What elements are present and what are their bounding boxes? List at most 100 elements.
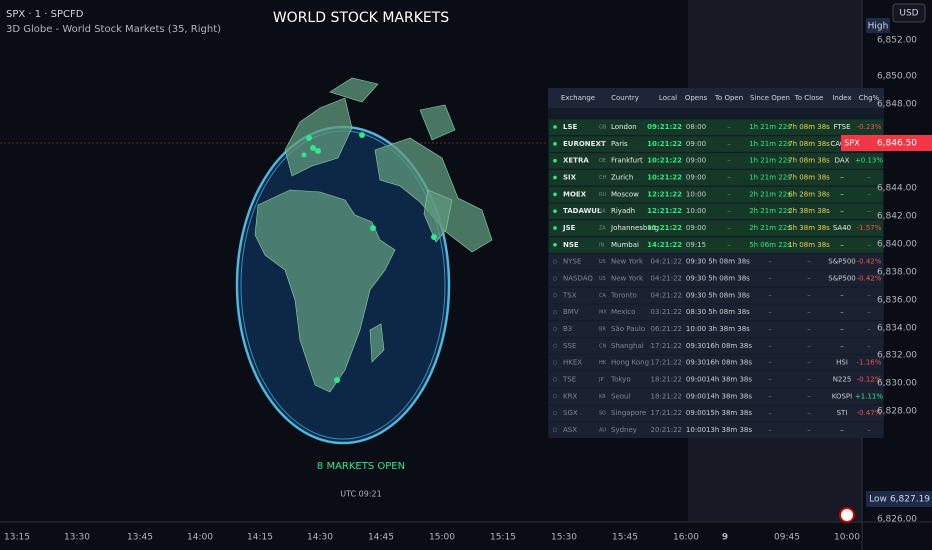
table-cell: 09:00 [686,409,706,417]
table-header: To Close [794,94,824,102]
table-header: Since Open [750,94,790,102]
table-cell: – [807,308,811,316]
table-cell: LSE [563,123,578,131]
price-tick-label: 6,836.00 [877,296,917,306]
table-cell: 17:21:22 [651,409,682,417]
table-cell: 09:00 [686,157,706,165]
table-cell: – [867,207,871,215]
table-cell: 5h 08m 38s [708,274,750,282]
utc-clock: UTC 09:21 [340,490,381,499]
table-cell: TSX [562,291,577,299]
time-scale: 13:15 13:30 13:45 14:00 14:15 14:30 14:45 15:00… [4,533,860,543]
closed-dot [552,410,558,416]
table-cell: +0.13% [855,157,883,165]
table-header: Chg% [859,94,880,102]
table-cell: MX [599,310,607,316]
table-header: Exchange [561,94,595,102]
closed-dot [552,394,558,399]
table-cell: – [807,375,811,383]
table-cell: Paris [611,140,628,148]
table-cell: 10:21:22 [647,173,682,181]
table-cell: 09:00 [686,224,706,232]
table-cell: 1h 08m 38s [788,241,830,249]
time-tick-label: 16:00 [673,533,699,543]
table-cell: – [867,342,871,350]
table-cell: – [867,325,871,333]
table-cell: 6h 28m 38s [788,190,830,198]
table-cell: FTSE [833,123,850,131]
time-tick-label: 14:00 [187,533,213,543]
table-cell: IN [599,242,604,248]
price-tick-label: 6,850.00 [877,72,917,82]
table-cell: 09:00 [686,140,706,148]
table-cell: 04:21:22 [651,291,682,299]
low-box [866,491,932,507]
table-cell: 09:00 [686,375,706,383]
table-cell: 10:21:22 [647,140,682,148]
price-tick-label: 6,828.00 [877,407,917,417]
table-cell: KRX [563,392,577,400]
table-cell: 09:15 [686,241,706,249]
table-cell: JSE [562,224,576,232]
table-cell: -0.23% [857,123,882,131]
table-header: Opens [685,94,708,102]
closed-row [549,338,883,354]
high-label: High [868,22,889,32]
table-cell: London [611,123,637,131]
table-cell: 2h 38m 38s [788,207,830,215]
flag-icon[interactable] [839,507,855,523]
time-tick-label: 15:45 [612,533,638,543]
open-dot [553,158,557,163]
table-cell: 09:30 [686,359,706,367]
table-cell: CA [599,293,606,299]
table-cell: SA40 [833,224,851,232]
table-cell: 09:30 [686,258,706,266]
table-cell: DAX [835,157,850,165]
table-cell: – [727,207,731,215]
table-cell: Zurich [611,173,633,181]
table-cell: – [807,325,811,333]
table-cell: BR [599,326,606,332]
table-cell: 14h 38m 38s [706,392,752,400]
table-cell: – [807,342,811,350]
table-cell: 5h 06m 22s [749,241,791,249]
table-cell: US [599,259,606,265]
table-cell: – [768,291,772,299]
table-header: To Open [714,94,743,102]
table-cell: -0.47% [857,409,882,417]
table-cell: 14:21:22 [647,241,682,249]
table-cell: São Paulo [611,325,645,333]
table-cell: – [867,308,871,316]
closed-row [549,405,883,422]
table-cell: – [727,224,731,232]
table-cell: ZA [599,225,606,231]
price-tick-label: 6,852.00 [877,36,917,46]
table-cell: Frankfurt [611,157,643,165]
currency-button[interactable] [892,3,926,23]
land [254,77,493,393]
high-box [866,18,890,33]
table-cell: 04:21:22 [651,258,682,266]
last-price-box [863,135,932,151]
time-tick-label: 13:15 [4,533,30,543]
symbol[interactable]: SPX · 1 · SPCFD [6,9,84,20]
table-cell: 2h 21m 22s [749,224,791,232]
indicator-name[interactable]: 3D Globe - World Stock Markets (35, Righ… [6,24,221,35]
time-tick-label: 14:45 [368,533,394,543]
time-tick-label: 13:30 [64,533,90,543]
open-dot [553,192,557,197]
table-cell: MOEX [563,190,587,198]
table-cell: 10:00 [686,325,706,333]
table-cell: 08:30 [686,308,706,316]
price-scale: 6,852.00 6,850.00 6,848.00 6,844.00 6,842.00… [877,36,917,525]
time-tick-label: 15:00 [429,533,455,543]
price-tick-label: 6,848.00 [877,100,917,110]
table-cell: 09:00 [686,392,706,400]
table-cell: 17:21:22 [651,359,682,367]
table-cell: ASX [563,426,577,434]
price-tick-label: 6,830.00 [877,379,917,389]
currency[interactable]: USD [899,9,918,19]
table-cell: Sydney [611,426,637,434]
open-row [549,220,883,236]
